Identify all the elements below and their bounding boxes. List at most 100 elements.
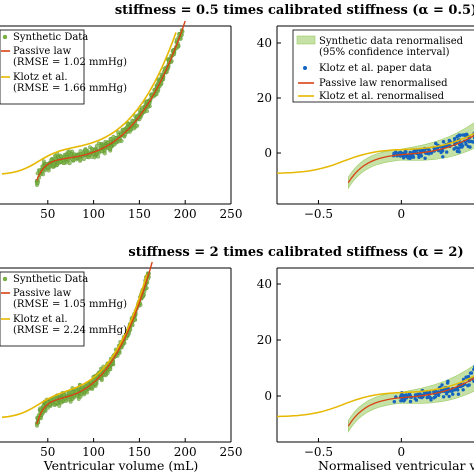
paper-data-point: [417, 155, 421, 159]
legend-entry: Passive law: [13, 46, 72, 57]
x-tick-label: 50: [40, 207, 55, 221]
paper-data-point: [469, 139, 474, 144]
paper-data-point: [408, 399, 413, 404]
synthetic-point: [59, 400, 64, 405]
klotz-renormalised-curve: [276, 132, 474, 174]
paper-data-point: [404, 150, 408, 154]
legend-entry: (95% confidence interval): [319, 47, 450, 58]
legend-marker: [2, 276, 8, 282]
legend-box: [0, 271, 85, 347]
paper-data-point: [454, 387, 459, 391]
y-tick-label: 40: [257, 277, 272, 291]
synthetic-point: [106, 140, 111, 144]
legend-box: [292, 29, 474, 103]
x-tick-label: 250: [220, 207, 243, 221]
synthetic-point: [68, 399, 73, 404]
x-tick-label: −0.5: [304, 445, 333, 459]
synthetic-point: [69, 390, 74, 395]
x-axis-label-right: Normalised ventricular volume: [318, 458, 474, 473]
synthetic-point: [112, 142, 117, 147]
legend-entry: (RMSE = 1.66 mmHg): [13, 83, 127, 94]
synthetic-point: [130, 118, 135, 123]
passive-law-curve: [36, 20, 186, 181]
x-tick-label: 0: [398, 445, 406, 459]
paper-data-point: [451, 392, 455, 396]
x-tick-label: 200: [174, 445, 197, 459]
synthetic-point: [94, 143, 99, 148]
synthetic-point: [145, 109, 150, 114]
paper-data-point: [452, 137, 457, 141]
row-title-bottom: stiffness = 2 times calibrated stiffness…: [128, 245, 463, 260]
paper-data-point: [392, 400, 396, 404]
paper-data-point: [469, 371, 474, 375]
paper-data-point: [422, 148, 426, 152]
y-tick-label: 20: [257, 333, 272, 347]
paper-data-point: [401, 397, 405, 402]
panel-top-right: −0.500.502040Synthetic data renormalised…: [257, 25, 474, 221]
synthetic-point: [70, 396, 75, 401]
legend-entry: (RMSE = 1.05 mmHg): [13, 299, 127, 310]
paper-data-point: [441, 395, 446, 399]
legend-entry: Passive law renormalised: [319, 78, 448, 89]
synthetic-point: [53, 154, 57, 159]
paper-data-point: [433, 395, 438, 399]
x-tick-label: 200: [174, 207, 197, 221]
legend: Synthetic Data Passive law(RMSE = 1.02 mm…: [0, 29, 127, 105]
paper-data-point: [413, 149, 417, 154]
y-tick-label: 0: [264, 146, 272, 160]
paper-data-point: [441, 155, 445, 159]
y-tick-label: 0: [264, 389, 272, 403]
paper-data-point: [418, 392, 422, 396]
row-title-top: stiffness = 0.5 times calibrated stiffne…: [115, 3, 474, 18]
passive-renormalised-curve: [347, 134, 474, 183]
paper-data-point: [427, 152, 431, 156]
paper-data-point: [456, 392, 461, 396]
paper-data-point: [466, 144, 470, 149]
synthetic-point: [154, 92, 159, 97]
paper-data-point: [467, 383, 471, 387]
synthetic-point: [67, 161, 72, 166]
paper-data-point: [464, 375, 468, 379]
panel-bottom-right: −0.500.502040: [257, 267, 474, 459]
paper-data-point: [460, 144, 465, 148]
synthetic-point: [90, 384, 95, 389]
legend-entry: Synthetic Data: [13, 274, 88, 285]
paper-data-point: [414, 398, 419, 402]
legend-entry: (RMSE = 1.02 mmHg): [13, 57, 127, 68]
synthetic-point: [35, 181, 40, 186]
legend-entry: Klotz et al.: [13, 72, 68, 83]
paper-data-point: [406, 156, 410, 160]
paper-data-point: [423, 156, 427, 160]
klotz-renormalised-curve: [276, 375, 474, 418]
paper-data-point: [399, 394, 403, 398]
paper-data-point: [461, 388, 465, 392]
paper-data-point: [455, 149, 460, 154]
synthetic-point: [59, 154, 64, 159]
synthetic-point: [51, 162, 56, 167]
synthetic-point: [78, 394, 83, 399]
x-tick-label: 50: [40, 445, 55, 459]
synthetic-point: [131, 126, 136, 131]
paper-data-point: [446, 379, 450, 383]
y-tick-label: 20: [257, 91, 272, 105]
legend-entry: Passive law: [13, 288, 72, 299]
synthetic-point: [67, 151, 71, 156]
legend-marker: [296, 35, 316, 45]
confidence-band: [348, 364, 474, 433]
paper-data-point: [409, 155, 413, 159]
x-axis-label-left: Ventricular volume (mL): [43, 458, 199, 473]
synthetic-point: [38, 406, 43, 411]
synthetic-point: [120, 127, 125, 132]
legend: Synthetic Data Passive law(RMSE = 1.05 mm…: [0, 271, 127, 347]
synthetic-point: [78, 157, 83, 162]
synthetic-point: [116, 130, 121, 135]
legend-entry: Klotz et al. paper data: [319, 63, 432, 74]
klotz-curve: [1, 274, 148, 419]
legend: Synthetic data renormalised(95% confiden…: [292, 29, 474, 103]
synthetic-point: [83, 148, 88, 153]
x-tick-label: 100: [82, 445, 105, 459]
synthetic-point: [125, 121, 130, 126]
synthetic-point: [107, 146, 112, 151]
